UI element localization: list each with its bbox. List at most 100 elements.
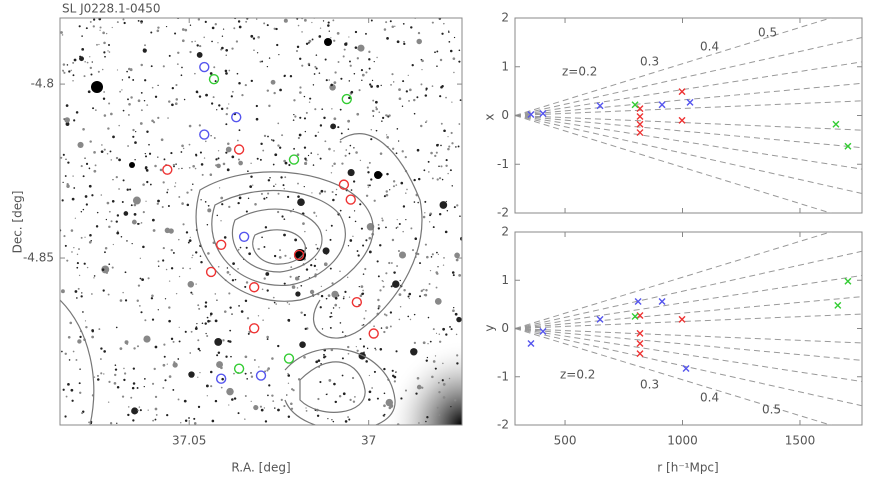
- x-tick-label: 1500: [785, 434, 816, 448]
- cone-line: [515, 313, 862, 329]
- star: [295, 49, 299, 53]
- star: [221, 46, 224, 50]
- star: [107, 293, 110, 296]
- star: [458, 60, 461, 63]
- star: [303, 313, 306, 317]
- star: [220, 196, 224, 200]
- star: [386, 172, 389, 176]
- star: [422, 215, 426, 219]
- star: [313, 211, 316, 214]
- star: [183, 399, 187, 403]
- star: [140, 63, 143, 67]
- star: [342, 392, 346, 396]
- star: [277, 408, 280, 412]
- star: [434, 367, 437, 370]
- star: [361, 79, 363, 82]
- star: [85, 325, 88, 329]
- galaxy-marker: [205, 266, 217, 278]
- star: [174, 32, 177, 35]
- star: [330, 312, 333, 314]
- star: [128, 102, 131, 106]
- star: [457, 145, 460, 148]
- star: [353, 73, 356, 75]
- star: [414, 237, 418, 240]
- star: [174, 185, 176, 188]
- star: [226, 267, 229, 269]
- star: [382, 285, 385, 288]
- star: [267, 394, 269, 397]
- star: [399, 306, 402, 308]
- star: [237, 268, 239, 270]
- star: [104, 246, 108, 250]
- star: [337, 61, 340, 63]
- annotation: 0.5: [762, 403, 781, 417]
- star: [318, 35, 322, 38]
- star: [140, 22, 143, 25]
- star: [168, 100, 171, 103]
- star: [456, 316, 462, 323]
- star: [71, 197, 75, 201]
- star: [283, 233, 286, 237]
- star: [241, 93, 244, 97]
- star: [459, 99, 462, 101]
- point: [678, 88, 686, 96]
- star: [368, 236, 372, 240]
- star: [137, 19, 140, 22]
- star: [289, 275, 292, 278]
- star: [300, 311, 303, 314]
- star: [380, 84, 382, 87]
- galaxy-marker: [238, 231, 250, 243]
- star: [263, 245, 266, 248]
- star: [163, 343, 166, 346]
- star: [144, 167, 148, 170]
- star: [112, 179, 114, 181]
- star: [64, 117, 70, 123]
- star: [160, 138, 164, 142]
- star: [137, 222, 140, 226]
- star: [385, 193, 389, 197]
- star: [184, 419, 188, 422]
- star: [200, 199, 202, 201]
- star: [367, 184, 369, 186]
- star: [261, 288, 264, 291]
- star: [67, 382, 70, 386]
- star: [277, 344, 280, 348]
- star: [377, 275, 380, 278]
- point-stroke: [527, 339, 535, 347]
- star: [107, 401, 110, 403]
- star: [434, 51, 436, 54]
- star: [410, 26, 413, 29]
- point: [636, 329, 644, 337]
- star: [124, 299, 128, 302]
- star: [122, 291, 124, 294]
- star: [275, 27, 278, 31]
- star: [187, 241, 190, 244]
- star: [407, 315, 410, 318]
- point: [658, 297, 666, 305]
- star: [131, 386, 135, 390]
- star: [331, 419, 333, 421]
- star: [85, 27, 88, 30]
- star: [313, 264, 317, 268]
- star: [428, 221, 431, 223]
- star: [422, 288, 425, 291]
- star: [334, 296, 338, 300]
- star: [91, 335, 94, 339]
- y-axis-label: y: [483, 324, 497, 331]
- point: [636, 129, 644, 137]
- star: [299, 116, 302, 119]
- star: [453, 206, 456, 209]
- star: [217, 157, 220, 160]
- star: [453, 71, 455, 74]
- star: [78, 25, 81, 28]
- star: [446, 209, 449, 212]
- star: [341, 331, 344, 333]
- star: [365, 194, 369, 198]
- star: [396, 40, 400, 44]
- star: [272, 139, 275, 142]
- y-tick-label: -4.8: [31, 77, 54, 91]
- star: [216, 163, 221, 169]
- star: [81, 411, 84, 415]
- star: [293, 147, 295, 150]
- star: [425, 89, 427, 91]
